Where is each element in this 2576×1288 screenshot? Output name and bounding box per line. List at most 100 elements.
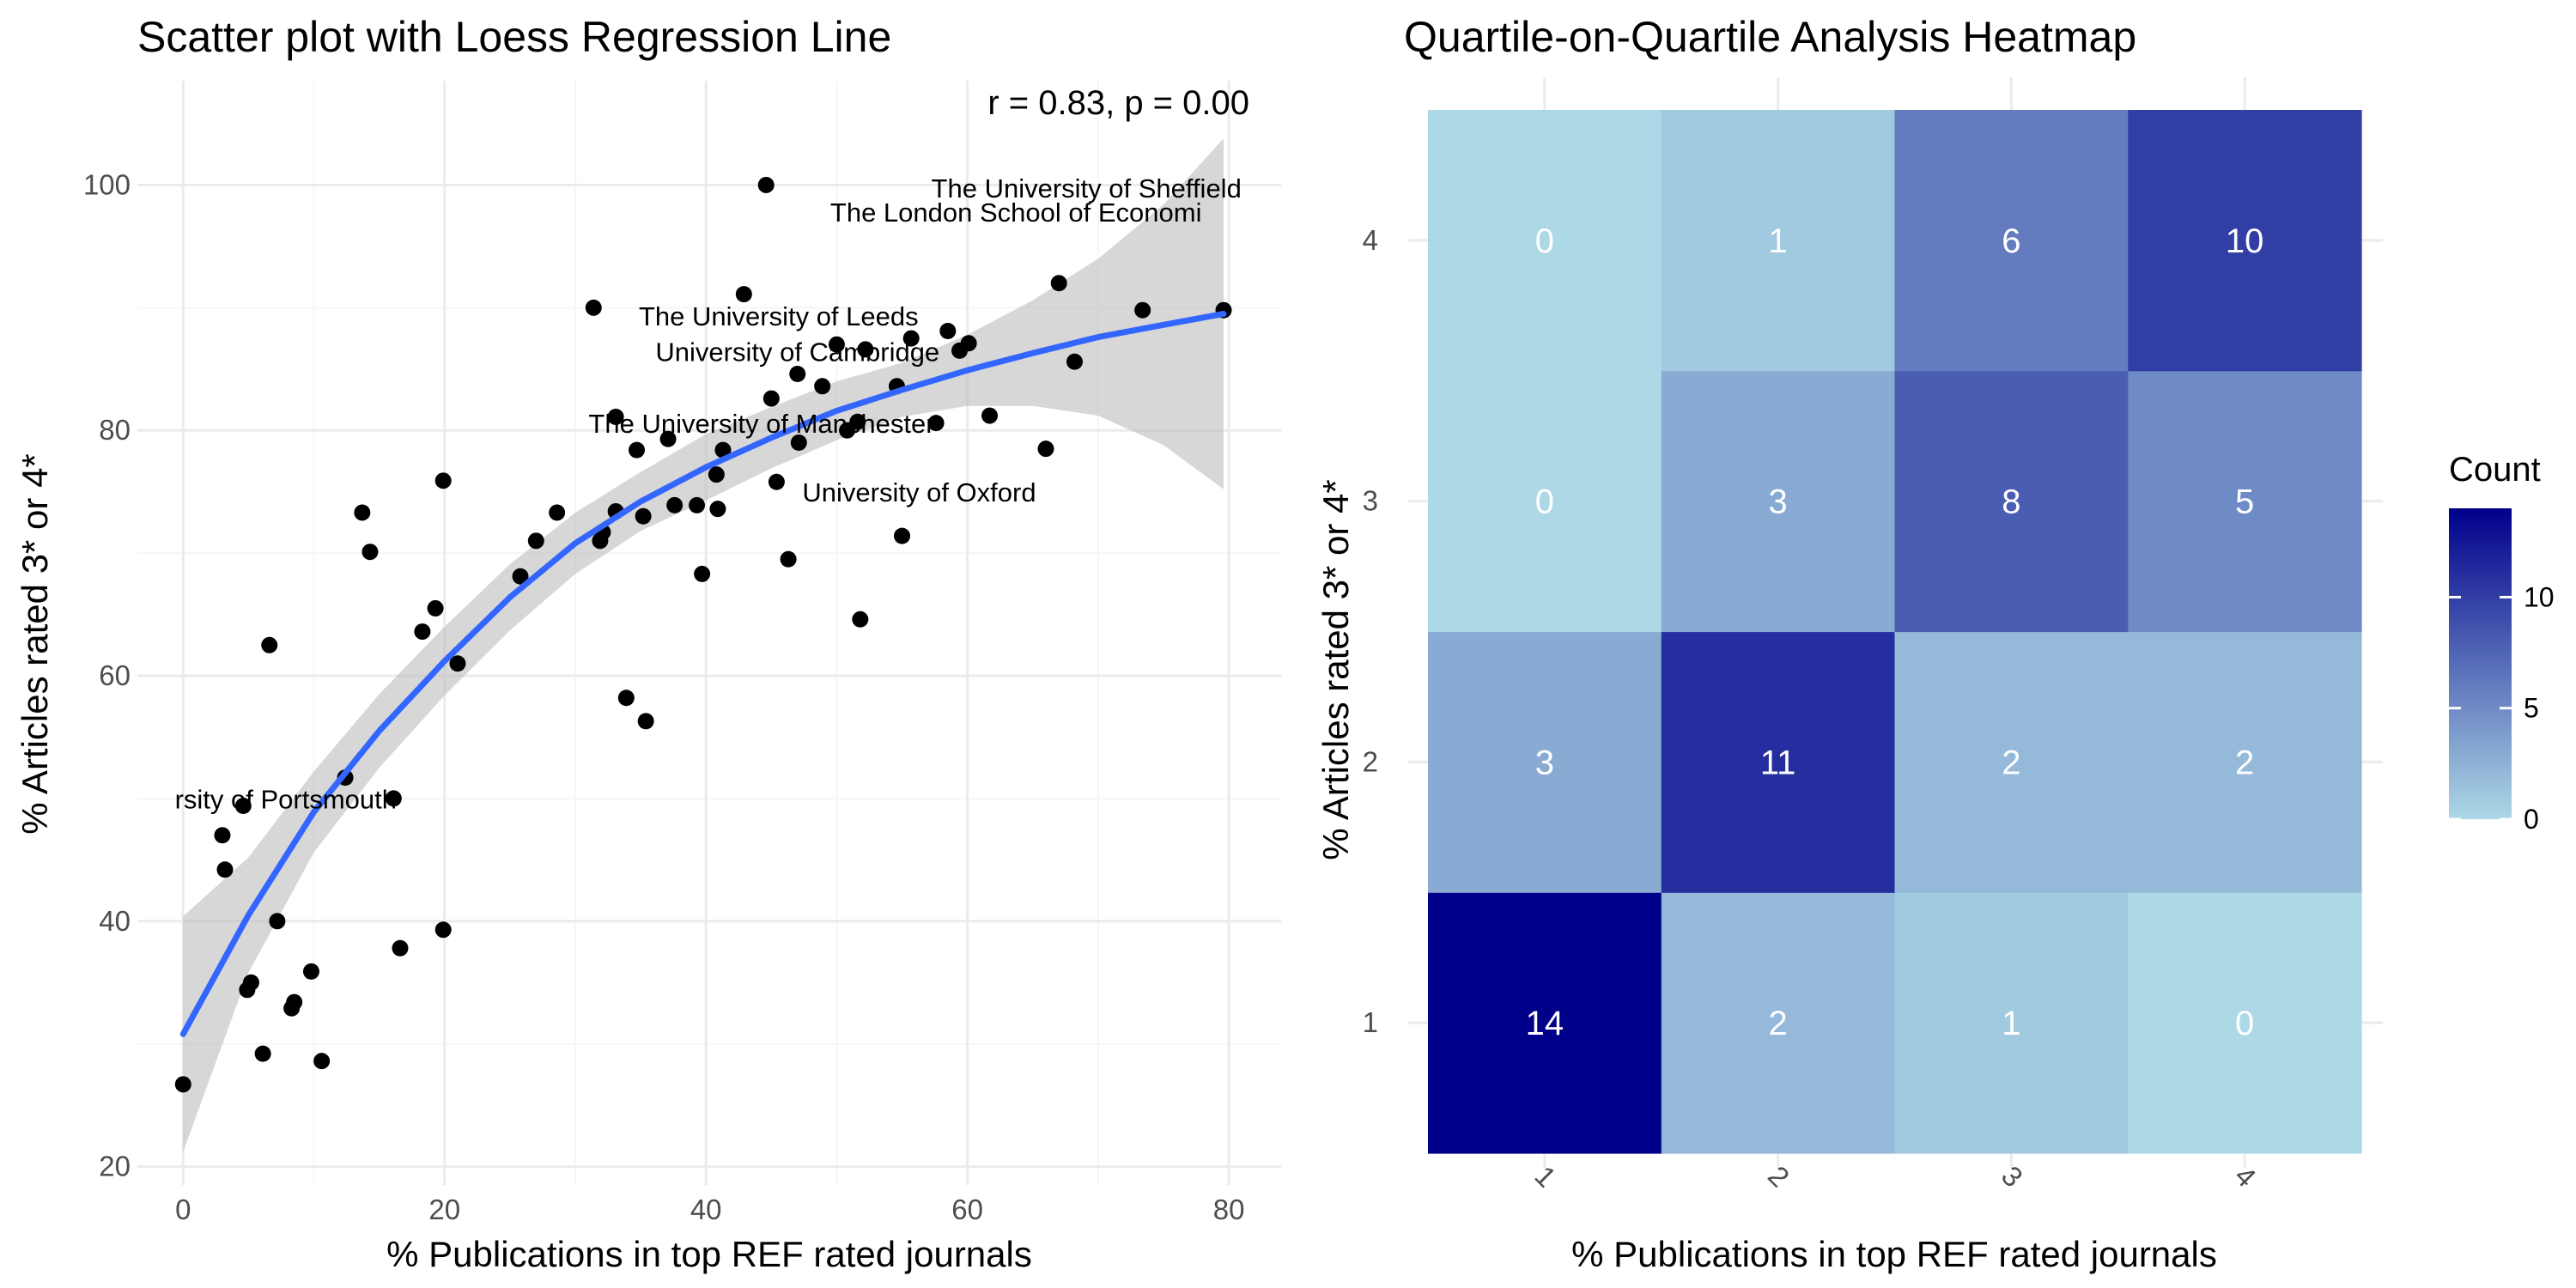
heatmap-x-axis-title: % Publications in top REF rated journals — [1571, 1234, 2217, 1274]
scatter-point — [385, 790, 402, 807]
heatmap-cell-value: 6 — [2002, 222, 2020, 260]
scatter-y-tick-label: 80 — [99, 414, 131, 446]
scatter-point — [849, 413, 866, 430]
scatter-point — [790, 434, 807, 452]
heatmap-cell-labels: 14 2 1 03 11 2 20 3 8 50 1 6 10 — [1526, 222, 2264, 1042]
heatmap-title: Quartile-on-Quartile Analysis Heatmap — [1404, 13, 2136, 61]
scatter-panel: Scatter plot with Loess Regression Line … — [15, 13, 1281, 1274]
heatmap-panel: Quartile-on-Quartile Analysis Heatmap 14… — [1315, 13, 2555, 1274]
heatmap-y-tick-labels: 1 2 3 4 — [1363, 224, 1378, 1038]
scatter-point — [852, 611, 869, 628]
scatter-point — [666, 496, 683, 513]
scatter-point-label: The University of Manchester — [588, 409, 934, 439]
scatter-point-label: University of Cambridge — [655, 337, 939, 368]
scatter-point — [585, 299, 602, 316]
scatter-point — [939, 322, 957, 339]
legend-tick-label: 5 — [2524, 693, 2539, 724]
heatmap-cell-value: 2 — [1768, 1005, 1787, 1042]
heatmap-cell-value: 3 — [1535, 744, 1554, 781]
heatmap-x-tick-label: 3 — [1996, 1159, 2029, 1193]
scatter-point-label: The University of Leeds — [639, 301, 919, 331]
scatter-point-label: rsity of Portsmouth — [175, 785, 397, 815]
scatter-point — [261, 636, 278, 653]
scatter-point — [637, 713, 654, 730]
scatter-point — [780, 550, 797, 568]
scatter-point — [549, 504, 566, 521]
loess-regression-line — [179, 311, 1227, 1037]
scatter-x-tick-label: 40 — [690, 1194, 722, 1225]
scatter-point — [735, 286, 752, 303]
scatter-point — [214, 827, 231, 844]
legend-tick-label: 10 — [2524, 581, 2555, 612]
heatmap-cell — [1661, 892, 1896, 1154]
legend-tick-label: 0 — [2524, 804, 2539, 835]
scatter-point — [174, 1076, 191, 1093]
scatter-y-tick-label: 40 — [99, 905, 131, 937]
scatter-point — [689, 496, 706, 513]
scatter-y-tick-label: 100 — [83, 168, 131, 200]
loess-confidence-band — [183, 138, 1224, 1152]
scatter-point — [714, 441, 732, 459]
heatmap-cell-value: 1 — [1768, 222, 1787, 260]
scatter-point — [814, 378, 831, 395]
scatter-point — [512, 568, 529, 585]
scatter-point-label: The University of Sheffield — [932, 173, 1242, 204]
scatter-point — [354, 504, 371, 521]
heatmap-cell-value: 0 — [2235, 1005, 2254, 1042]
scatter-point — [302, 963, 319, 980]
scatter-minor-gridlines — [137, 81, 1281, 1185]
scatter-points — [174, 176, 1232, 1093]
scatter-point — [894, 527, 911, 544]
heatmap-cell-value: 0 — [1535, 483, 1554, 521]
scatter-point — [659, 430, 677, 447]
heatmap-cell — [2128, 631, 2362, 893]
heatmap-cell-value: 10 — [2226, 222, 2264, 260]
heatmap-y-tick-label: 4 — [1363, 224, 1378, 256]
scatter-point — [902, 330, 920, 347]
heatmap-x-tick-label: 2 — [1762, 1159, 1795, 1193]
heatmap-cell — [1661, 370, 1896, 633]
scatter-point — [768, 473, 785, 490]
scatter-point — [361, 544, 379, 561]
correlation-annotation: r = 0.83, p = 0.00 — [987, 84, 1249, 122]
legend-ticks: 0 5 10 — [2449, 581, 2555, 835]
scatter-point — [709, 501, 726, 518]
scatter-point — [960, 335, 977, 352]
scatter-y-tick-labels: 20 40 60 80 100 — [83, 168, 131, 1182]
scatter-point — [234, 797, 252, 814]
heatmap-cell — [1428, 110, 1662, 372]
scatter-point — [216, 861, 234, 878]
heatmap-cell — [2128, 892, 2362, 1154]
scatter-point — [392, 939, 409, 957]
heatmap-cell-value: 8 — [2002, 483, 2020, 521]
heatmap-y-tick-label: 3 — [1363, 485, 1378, 517]
heatmap-cell — [1894, 110, 2129, 372]
scatter-point — [708, 466, 725, 483]
heatmap-legend: Count 0 5 10 — [2449, 451, 2555, 835]
scatter-point — [828, 336, 845, 353]
heatmap-cell — [2128, 370, 2362, 633]
scatter-point — [434, 472, 452, 489]
scatter-point — [414, 623, 431, 641]
scatter-point — [1037, 440, 1054, 458]
heatmap-cell — [1661, 631, 1896, 893]
legend-title: Count — [2449, 451, 2541, 489]
heatmap-cell-value: 1 — [2002, 1005, 2020, 1042]
heatmap-cell-value: 14 — [1526, 1005, 1564, 1042]
scatter-point — [927, 415, 945, 432]
scatter-point — [427, 599, 444, 617]
scatter-point — [617, 690, 635, 707]
scatter-point — [694, 565, 711, 582]
scatter-point — [607, 409, 624, 426]
heatmap-cell — [1894, 631, 2129, 893]
scatter-point-label: The London School of Economi — [830, 197, 1202, 228]
scatter-point — [1050, 275, 1067, 292]
scatter-x-axis-title: % Publications in top REF rated journals — [386, 1234, 1032, 1274]
scatter-point — [313, 1053, 331, 1070]
heatmap-cell-value: 2 — [2002, 744, 2020, 781]
scatter-point — [449, 655, 466, 672]
scatter-point — [762, 390, 780, 407]
legend-color-bar — [2449, 508, 2512, 819]
